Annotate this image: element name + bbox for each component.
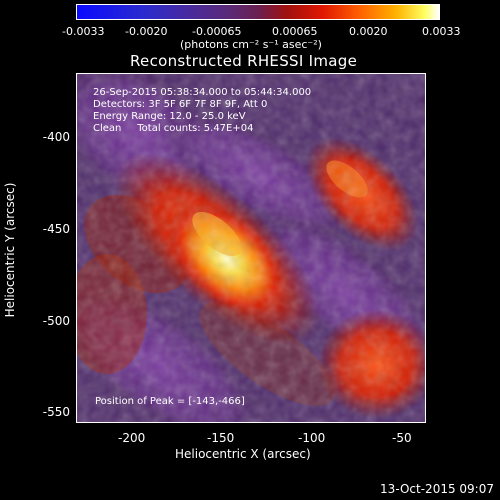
colorbar-tick: -0.00065 [192, 25, 242, 38]
y-tick: -500 [42, 314, 70, 328]
x-axis-label: Heliocentric X (arcsec) [175, 447, 311, 461]
x-tick: -150 [207, 431, 235, 445]
info-time: 26-Sep-2015 05:38:34.000 to 05:44:34.000 [93, 87, 312, 98]
generation-timestamp: 13-Oct-2015 09:07 [380, 482, 494, 496]
info-energy: Energy Range: 12.0 - 25.0 keV [93, 111, 246, 122]
colorbar-tick: 0.0033 [422, 25, 461, 38]
x-tick: -200 [118, 431, 146, 445]
colorbar-tick: -0.0033 [62, 25, 105, 38]
info-clean: Clean Total counts: 5.47E+04 [93, 123, 254, 134]
image-title: Reconstructed RHESSI Image [130, 52, 358, 70]
y-tick: -550 [42, 405, 70, 419]
colorbar-tick: 0.0020 [349, 25, 388, 38]
y-tick: -450 [42, 222, 70, 236]
colorbar-unit: (photons cm⁻² s⁻¹ asec⁻²) [180, 38, 322, 51]
info-detectors: Detectors: 3F 5F 6F 7F 8F 9F, Att 0 [93, 99, 268, 110]
x-tick: -100 [298, 431, 326, 445]
peak-position: Position of Peak = [-143,-466] [95, 396, 245, 407]
x-tick: -50 [392, 431, 412, 445]
colorbar-tick: 0.00065 [272, 25, 318, 38]
colorbar-tick: -0.0020 [125, 25, 168, 38]
rhessi-image [76, 73, 426, 423]
y-axis-label: Heliocentric Y (arcsec) [3, 182, 17, 318]
colorbar [76, 4, 440, 20]
y-tick: -400 [42, 130, 70, 144]
rhessi-image-graphic [77, 74, 425, 422]
